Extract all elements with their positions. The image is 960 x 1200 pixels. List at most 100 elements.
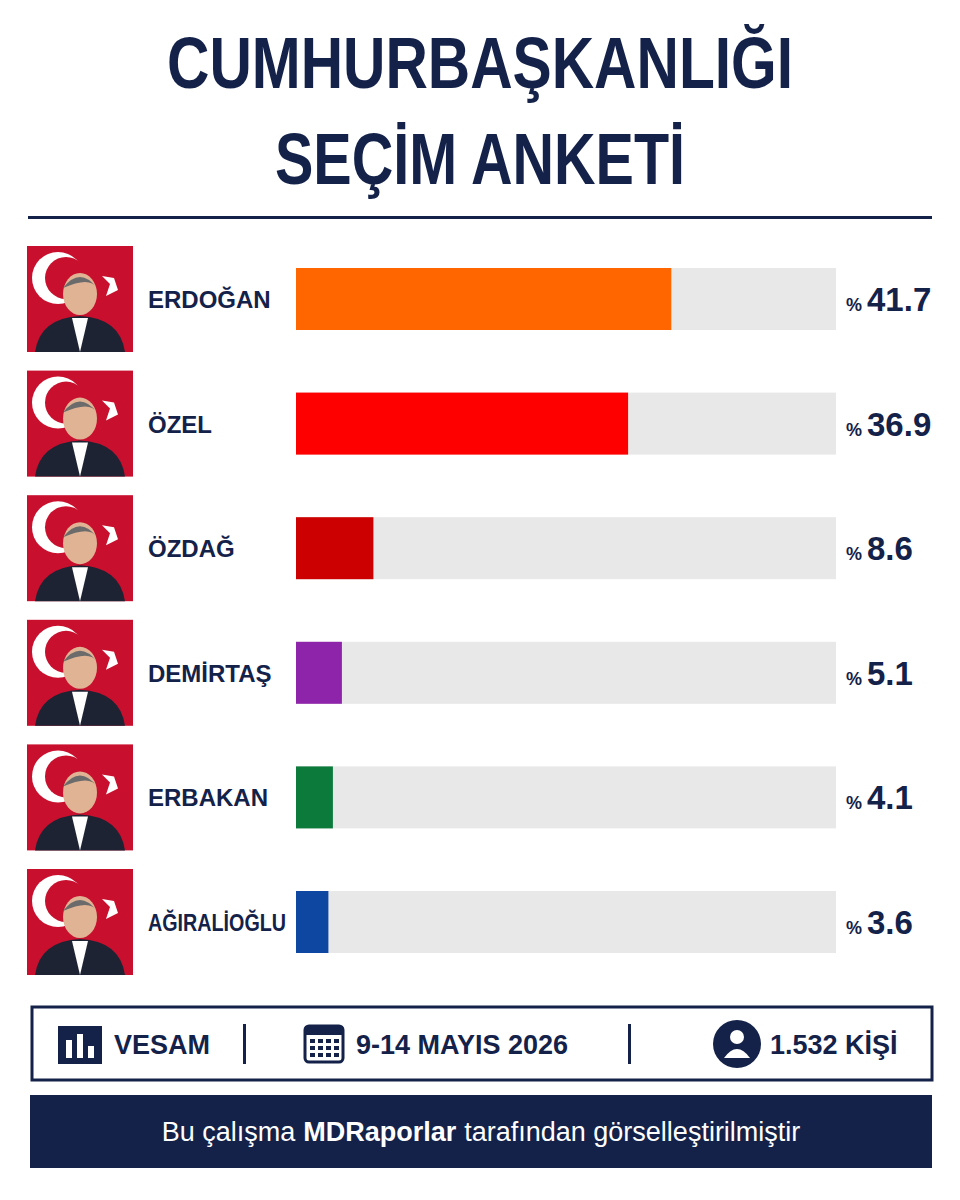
portrait: [27, 869, 133, 975]
face: [63, 771, 97, 813]
star: [102, 276, 118, 296]
star: [102, 774, 118, 794]
credit-part: MDRaporlar: [303, 1117, 457, 1147]
category-label: ÖZEL: [148, 411, 212, 438]
sample: 1.532 KİŞİ: [770, 1030, 898, 1060]
category-label: ERDOĞAN: [148, 286, 271, 313]
data-label-unit: %: [846, 295, 867, 315]
date: 9-14 MAYIS 2026: [356, 1030, 568, 1060]
bar-track: [296, 393, 836, 455]
suit: [35, 316, 125, 352]
bars: [296, 268, 671, 953]
data-label-unit: %: [846, 420, 867, 440]
data-label: % 8.6: [846, 530, 913, 567]
face: [63, 647, 97, 689]
shirt: [72, 816, 88, 850]
portrait-bg: [27, 620, 133, 726]
chart-canvas: CUMHURBAŞKANLIĞISEÇİM ANKETİERDOĞAN% 41.…: [0, 0, 960, 1200]
shirt: [72, 567, 88, 601]
calendar-icon-cell: [326, 1039, 331, 1043]
calendar-icon-cell: [318, 1039, 323, 1043]
hair: [63, 277, 97, 288]
data-label-number: 41.7: [867, 281, 931, 318]
shirt: [72, 692, 88, 726]
portrait-bg: [27, 869, 133, 975]
hair: [63, 900, 97, 911]
divider: [28, 216, 932, 219]
title: SEÇİM ANKETİ: [275, 119, 685, 199]
calendar-icon-cell: [310, 1039, 315, 1043]
star: [102, 650, 118, 670]
data-label-number: 3.6: [867, 904, 913, 941]
face: [63, 896, 97, 938]
credit: Bu çalışmaMDRaporlartarafından görselleş…: [162, 1117, 801, 1147]
portrait-bg: [27, 495, 133, 601]
data-label-unit: %: [846, 544, 867, 564]
calendar-icon-cell: [318, 1046, 323, 1050]
calendar-icon-cell: [326, 1046, 331, 1050]
title: CUMHURBAŞKANLIĞI: [167, 23, 793, 103]
star: [102, 899, 118, 919]
credit-part: Bu çalışma: [162, 1117, 297, 1147]
bar: [296, 268, 671, 330]
calendar-icon-cell: [334, 1039, 339, 1043]
portrait-bg: [27, 246, 133, 352]
shirt: [72, 443, 88, 477]
star: [102, 401, 118, 421]
star: [102, 525, 118, 545]
suit: [35, 565, 125, 601]
data-label-number: 4.1: [867, 779, 913, 816]
credit-part: tarafından görselleştirilmiştir: [464, 1117, 800, 1147]
separator: [243, 1024, 246, 1064]
portrait: [27, 371, 133, 477]
credit-bar: [30, 1095, 932, 1168]
separator: [628, 1024, 631, 1064]
source: VESAM: [114, 1030, 210, 1060]
hair: [63, 651, 97, 662]
chart-icon-bar: [88, 1046, 94, 1058]
shirt: [72, 318, 88, 352]
bar-track: [296, 517, 836, 579]
portrait-bg: [27, 744, 133, 850]
bar: [296, 891, 328, 953]
person-icon-body: [724, 1049, 750, 1058]
bar: [296, 517, 373, 579]
bar: [296, 642, 342, 704]
portrait: [27, 744, 133, 850]
data-label-number: 8.6: [867, 530, 913, 567]
category-label: AĞIRALİOĞLU: [148, 909, 286, 936]
suit: [35, 939, 125, 975]
calendar-icon-top: [305, 1026, 343, 1035]
data-label: % 41.7: [846, 281, 931, 318]
data-label-unit: %: [846, 918, 867, 938]
calendar-icon-cell: [310, 1053, 315, 1057]
bar-track: [296, 891, 836, 953]
face: [63, 273, 97, 315]
calendar-icon: [305, 1026, 343, 1062]
calendar-icon-cell: [326, 1053, 331, 1057]
face: [63, 398, 97, 440]
shirt: [72, 941, 88, 975]
data-label: % 3.6: [846, 904, 913, 941]
calendar-icon-cell: [310, 1046, 315, 1050]
data-label: % 5.1: [846, 655, 913, 692]
background: [0, 0, 960, 1200]
bar-track: [296, 268, 836, 330]
hair: [63, 402, 97, 413]
calendar-icon-cell: [334, 1053, 339, 1057]
chart-icon-bar: [77, 1034, 83, 1058]
portrait: [27, 620, 133, 726]
bar-track: [296, 766, 836, 828]
portrait: [27, 495, 133, 601]
suit: [35, 814, 125, 850]
category-label: DEMİRTAŞ: [148, 660, 272, 687]
category-label: ERBAKAN: [148, 784, 268, 811]
data-label: % 36.9: [846, 406, 931, 443]
bar-track: [296, 642, 836, 704]
person-icon: [713, 1020, 761, 1068]
category-label: ÖZDAĞ: [148, 535, 235, 562]
data-label-number: 36.9: [867, 406, 931, 443]
footer-box: [32, 1007, 932, 1080]
data-label-unit: %: [846, 793, 867, 813]
suit: [35, 441, 125, 477]
